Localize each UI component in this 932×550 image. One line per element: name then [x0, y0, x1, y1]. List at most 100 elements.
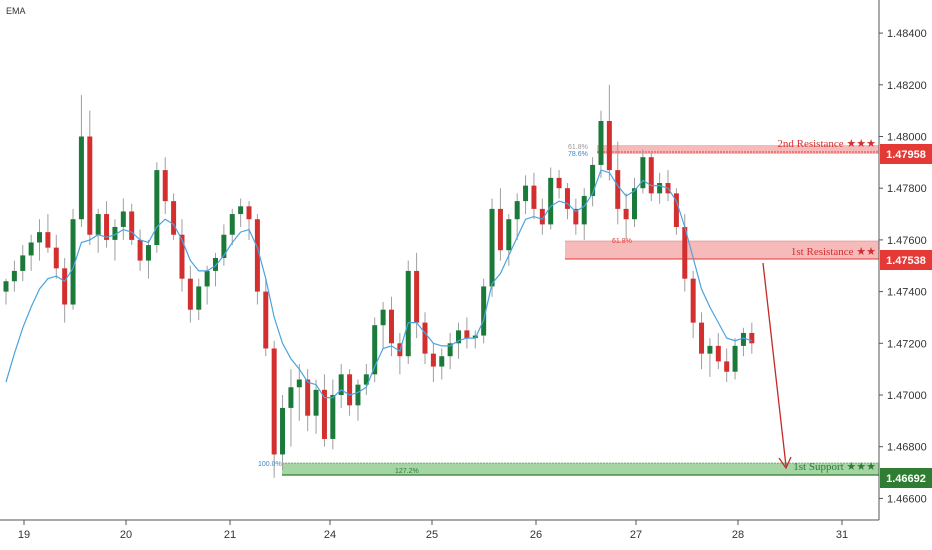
time-tick-label: 25 [426, 529, 438, 541]
price-tick-label: 1.48400 [887, 28, 927, 40]
time-tick-label: 27 [630, 529, 642, 541]
resistance2-price-tag: 1.47958 [880, 144, 932, 164]
candle-body [11, 270, 17, 282]
price-tick-label: 1.47800 [887, 183, 927, 195]
candle [673, 188, 679, 235]
candle-body [87, 136, 93, 235]
candle [372, 317, 378, 383]
support1-fib-b: 127.2% [395, 468, 419, 475]
candle [405, 260, 411, 364]
candle-body [699, 322, 705, 354]
time-tick-label: 21 [224, 529, 236, 541]
candle-body [388, 309, 394, 344]
candle [11, 260, 17, 292]
candle-body [439, 356, 445, 367]
candle-body [682, 226, 688, 279]
support1-price: 1.46692 [886, 473, 926, 485]
candle-body [53, 247, 59, 269]
candle [129, 203, 135, 246]
candle-body [254, 219, 260, 292]
indicator-label: EMA [6, 6, 26, 16]
plot-area[interactable]: 2nd Resistance ★★★ 61.8% 78.6% 1st Resis… [3, 6, 880, 478]
candle-body [196, 286, 202, 310]
candle [104, 201, 110, 248]
candle [37, 219, 43, 261]
candle [573, 198, 579, 235]
candle-body [305, 379, 311, 416]
candle [724, 348, 730, 383]
candle [280, 395, 286, 470]
ema-line [5, 169, 752, 399]
candle-body [497, 208, 503, 251]
candle-body [78, 136, 84, 220]
price-tick-label: 1.46800 [887, 442, 927, 454]
candle [154, 162, 160, 253]
candle-body [129, 211, 135, 240]
candle [3, 278, 9, 305]
candle-body [548, 177, 554, 225]
candle-body [715, 345, 721, 362]
candle [229, 208, 235, 246]
candle-body [372, 325, 378, 375]
candle [213, 252, 218, 287]
price-tick-label: 1.47600 [887, 235, 927, 247]
candle [263, 278, 269, 357]
candle-body [632, 188, 637, 220]
resistance1-zone: 1st Resistance ★★ 61.8% [565, 238, 879, 260]
price-tick-label: 1.46600 [887, 493, 927, 505]
candle [305, 369, 311, 432]
candle-body [3, 281, 9, 292]
candle-body [414, 270, 420, 323]
candle [590, 157, 596, 207]
candle-body [162, 170, 168, 202]
support1-zone: 1st Support ★★★ 100.0% 127.2% [258, 461, 879, 476]
resistance1-fib-a: 61.8% [612, 238, 632, 245]
candle-body [523, 185, 529, 202]
candle-body [481, 286, 487, 336]
candle [53, 234, 59, 279]
candle-body [648, 157, 654, 194]
candle-body [204, 270, 210, 287]
candle-body [213, 257, 218, 271]
candle [221, 224, 227, 266]
price-axis[interactable]: 1.48400 1.48200 1.48000 1.47800 1.47600 1.474… [879, 28, 927, 505]
candle-body [732, 345, 738, 372]
candle [196, 278, 202, 321]
candle-body [405, 270, 411, 357]
candle-body [321, 389, 327, 439]
candle [112, 219, 118, 261]
candle [632, 177, 637, 227]
candle-body [137, 239, 143, 261]
candle [338, 363, 344, 408]
candle-body [623, 208, 629, 220]
candle [640, 149, 646, 194]
candle [363, 363, 369, 395]
time-tick-label: 26 [530, 529, 542, 541]
candle-body [749, 332, 755, 344]
candle [740, 327, 746, 357]
candle-body [590, 164, 596, 196]
candle [414, 252, 420, 339]
candle-body [271, 348, 277, 455]
support1-price-tag: 1.46692 [880, 468, 932, 488]
candle [145, 239, 151, 279]
candle-body [45, 232, 51, 248]
candle [137, 229, 143, 271]
candle-body [707, 345, 713, 354]
candle-body [724, 361, 730, 372]
candle-body [640, 157, 646, 189]
candle [665, 170, 671, 202]
candle [95, 208, 101, 253]
candle-body [330, 395, 336, 439]
candle-body [363, 374, 369, 385]
candle [497, 188, 503, 261]
candle-body [347, 374, 353, 406]
candle-body [154, 170, 160, 246]
time-axis[interactable]: 19 20 21 24 25 26 27 28 31 [18, 520, 848, 541]
candle [548, 167, 554, 230]
candle [514, 193, 520, 240]
candle-body [95, 214, 101, 235]
resistance1-price: 1.47538 [886, 255, 926, 267]
candle [506, 214, 512, 266]
